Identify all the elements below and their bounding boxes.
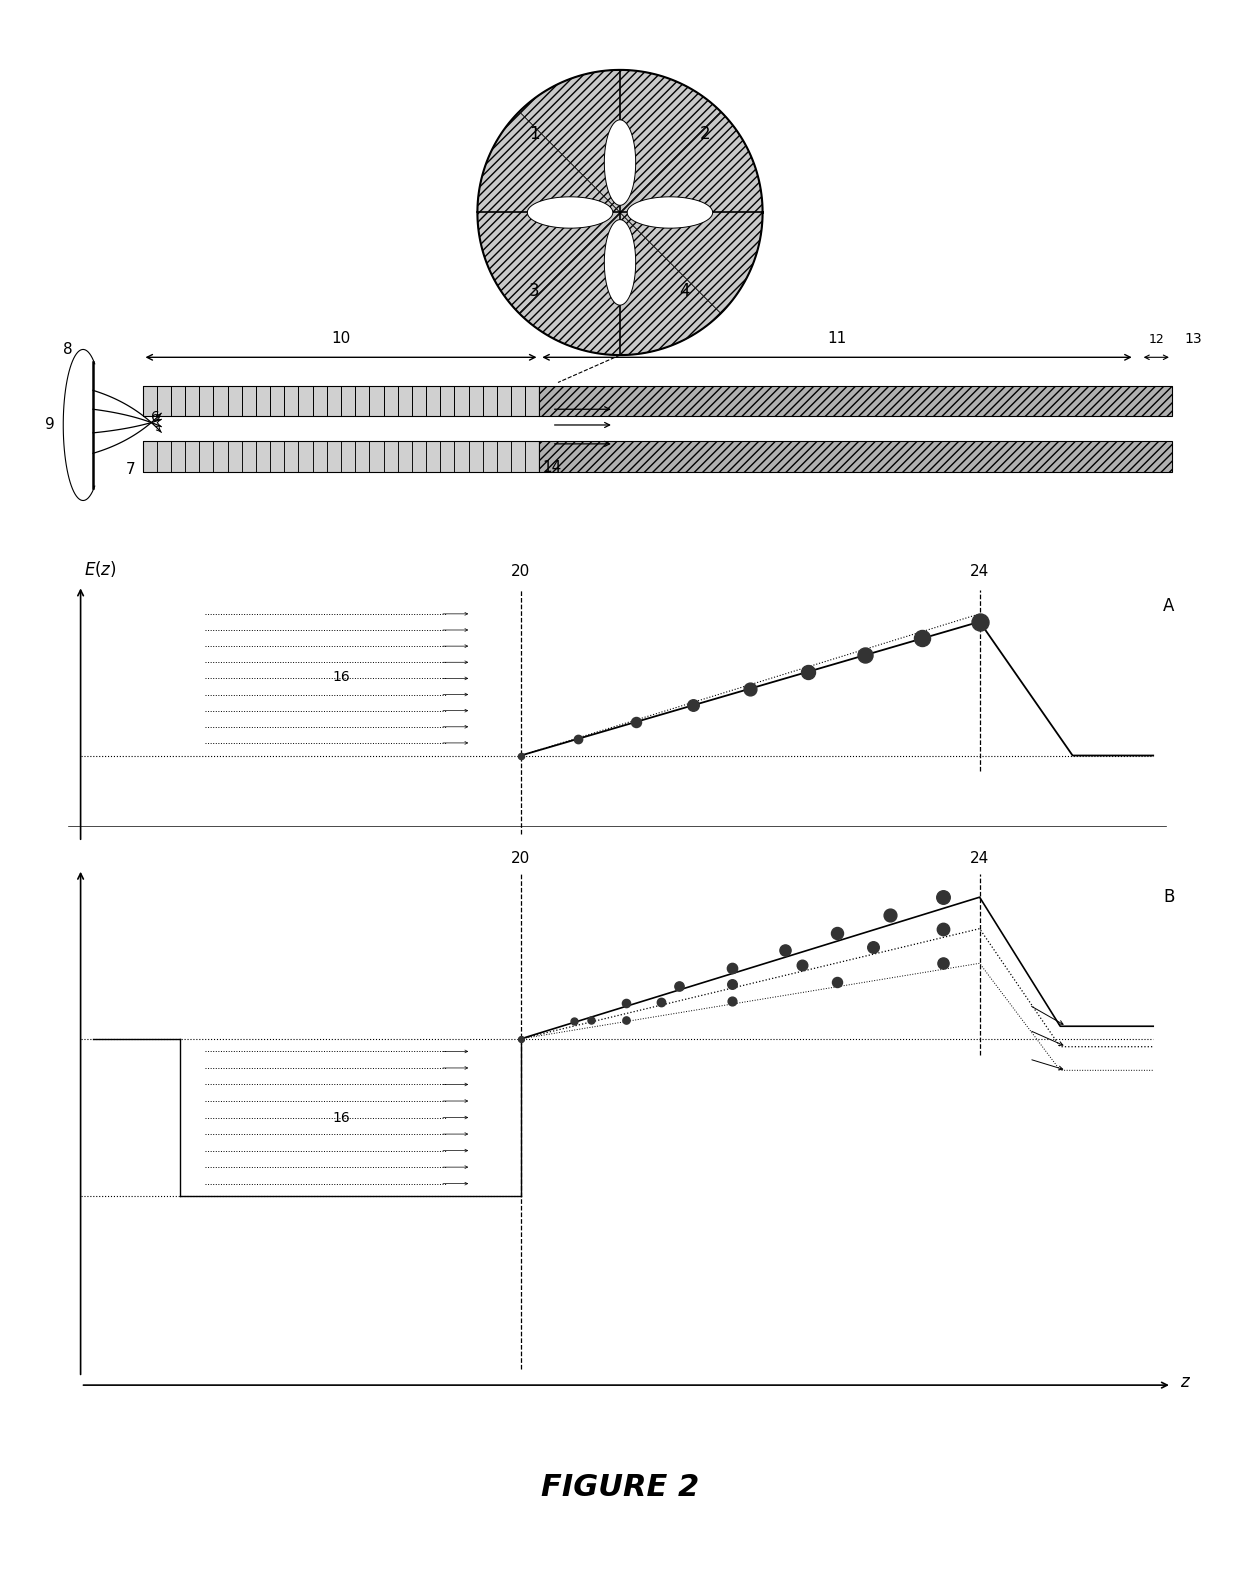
Text: 13: 13: [1184, 332, 1202, 346]
Point: [511, 1026, 531, 1051]
Point: [625, 710, 645, 735]
Text: 11: 11: [827, 331, 847, 346]
Point: [511, 743, 531, 768]
Polygon shape: [604, 220, 636, 305]
Point: [792, 952, 812, 977]
Text: $z$: $z$: [1180, 1373, 1192, 1391]
Text: 1: 1: [529, 124, 539, 143]
Point: [856, 642, 875, 667]
Polygon shape: [604, 120, 636, 205]
Point: [564, 1009, 584, 1034]
Polygon shape: [527, 197, 613, 228]
Text: 16: 16: [332, 1111, 350, 1124]
Text: 20: 20: [511, 563, 531, 579]
Point: [670, 973, 689, 998]
Bar: [539, 441, 1172, 472]
Point: [932, 916, 952, 941]
Point: [722, 971, 742, 996]
Text: 24: 24: [970, 850, 990, 866]
Text: 6: 6: [150, 411, 160, 423]
Text: 20: 20: [511, 850, 531, 866]
Text: 7: 7: [125, 461, 135, 477]
Point: [970, 609, 990, 634]
Polygon shape: [620, 112, 763, 313]
Text: 12: 12: [1149, 334, 1164, 346]
Text: $E(z)$: $E(z)$: [84, 559, 117, 579]
Point: [932, 951, 952, 976]
Point: [827, 970, 847, 995]
Polygon shape: [520, 69, 720, 212]
Point: [863, 935, 883, 960]
Point: [616, 992, 636, 1017]
Text: 4: 4: [680, 282, 689, 301]
Point: [616, 1007, 636, 1033]
Point: [722, 955, 742, 981]
Text: 9: 9: [45, 417, 55, 433]
Point: [740, 677, 760, 702]
Point: [651, 990, 671, 1015]
Bar: [539, 386, 1172, 416]
Point: [722, 988, 742, 1014]
Text: A: A: [1163, 597, 1174, 615]
Point: [511, 1026, 531, 1051]
Text: FIGURE 2: FIGURE 2: [541, 1473, 699, 1502]
Point: [880, 902, 900, 927]
Point: [932, 885, 952, 910]
Point: [683, 693, 703, 718]
Point: [582, 1007, 601, 1033]
Point: [775, 938, 795, 963]
Point: [568, 726, 588, 751]
Polygon shape: [520, 212, 720, 356]
Text: 10: 10: [331, 331, 351, 346]
Text: 14: 14: [542, 460, 562, 475]
Text: 16: 16: [332, 671, 350, 683]
Polygon shape: [627, 197, 713, 228]
Bar: [143, 386, 539, 416]
Bar: [143, 441, 539, 472]
Text: 3: 3: [529, 282, 539, 301]
Point: [511, 1026, 531, 1051]
Point: [827, 919, 847, 944]
Text: 8: 8: [63, 342, 73, 357]
Point: [913, 626, 932, 652]
Text: B: B: [1163, 888, 1174, 907]
Polygon shape: [477, 112, 620, 313]
Text: 2: 2: [701, 124, 711, 143]
Text: 24: 24: [970, 563, 990, 579]
Point: [797, 660, 817, 685]
